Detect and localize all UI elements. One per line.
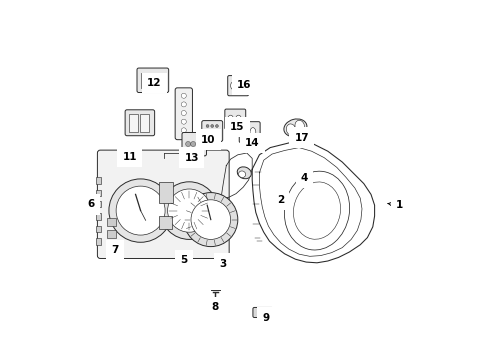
Text: 16: 16: [237, 80, 251, 90]
Text: 10: 10: [201, 135, 216, 145]
Circle shape: [211, 135, 214, 138]
Bar: [96, 238, 101, 245]
Text: 7: 7: [111, 245, 119, 255]
Bar: [107, 218, 117, 226]
Circle shape: [211, 125, 214, 127]
Ellipse shape: [295, 120, 304, 132]
Ellipse shape: [228, 115, 233, 123]
Text: 12: 12: [147, 78, 162, 88]
Ellipse shape: [239, 171, 245, 177]
Ellipse shape: [284, 119, 307, 137]
Text: 15: 15: [230, 122, 245, 132]
Bar: [153, 73, 164, 88]
Circle shape: [181, 102, 186, 107]
Text: 1: 1: [388, 200, 403, 210]
Circle shape: [109, 179, 172, 242]
Ellipse shape: [239, 82, 245, 90]
Circle shape: [206, 130, 209, 132]
Circle shape: [181, 93, 186, 98]
FancyBboxPatch shape: [239, 122, 260, 143]
Circle shape: [184, 193, 238, 247]
Circle shape: [211, 130, 214, 132]
Bar: [159, 182, 173, 203]
Circle shape: [196, 141, 201, 147]
Text: 11: 11: [122, 152, 137, 162]
Circle shape: [160, 182, 218, 239]
FancyBboxPatch shape: [225, 109, 245, 129]
Bar: [107, 241, 117, 249]
FancyBboxPatch shape: [125, 110, 155, 136]
Text: 2: 2: [271, 195, 284, 205]
FancyBboxPatch shape: [202, 121, 222, 141]
Bar: [96, 226, 101, 232]
Circle shape: [216, 135, 219, 138]
Bar: [96, 177, 101, 184]
Ellipse shape: [284, 171, 350, 250]
Text: 3: 3: [219, 258, 226, 269]
FancyBboxPatch shape: [175, 88, 193, 140]
Bar: [129, 114, 139, 132]
Ellipse shape: [286, 124, 296, 135]
Circle shape: [191, 200, 231, 239]
Circle shape: [191, 141, 196, 147]
Text: 14: 14: [245, 138, 260, 148]
Bar: [96, 213, 101, 220]
Text: 17: 17: [294, 132, 309, 143]
Ellipse shape: [242, 128, 248, 136]
Circle shape: [216, 130, 219, 132]
Circle shape: [181, 128, 186, 133]
Text: 5: 5: [180, 255, 188, 265]
Bar: [107, 230, 117, 238]
Text: 6: 6: [87, 199, 96, 210]
FancyBboxPatch shape: [228, 76, 248, 96]
Text: 13: 13: [184, 153, 199, 163]
FancyBboxPatch shape: [98, 150, 229, 258]
FancyBboxPatch shape: [253, 307, 273, 318]
Circle shape: [181, 119, 186, 124]
Ellipse shape: [237, 167, 251, 179]
Circle shape: [186, 141, 191, 147]
Bar: [140, 114, 149, 132]
Ellipse shape: [236, 115, 242, 123]
Bar: [141, 73, 151, 88]
Ellipse shape: [294, 182, 341, 239]
Circle shape: [216, 125, 219, 127]
Circle shape: [206, 125, 209, 127]
Text: 9: 9: [262, 312, 270, 323]
Text: 8: 8: [212, 302, 219, 312]
Bar: [96, 201, 101, 207]
Ellipse shape: [231, 82, 236, 90]
Text: 4: 4: [301, 173, 308, 183]
Bar: [159, 216, 172, 229]
Ellipse shape: [250, 128, 256, 136]
FancyBboxPatch shape: [137, 68, 169, 93]
FancyBboxPatch shape: [182, 132, 206, 156]
Circle shape: [168, 189, 211, 232]
Bar: [96, 190, 101, 196]
Circle shape: [181, 111, 186, 116]
Circle shape: [206, 135, 209, 138]
Circle shape: [116, 186, 165, 235]
